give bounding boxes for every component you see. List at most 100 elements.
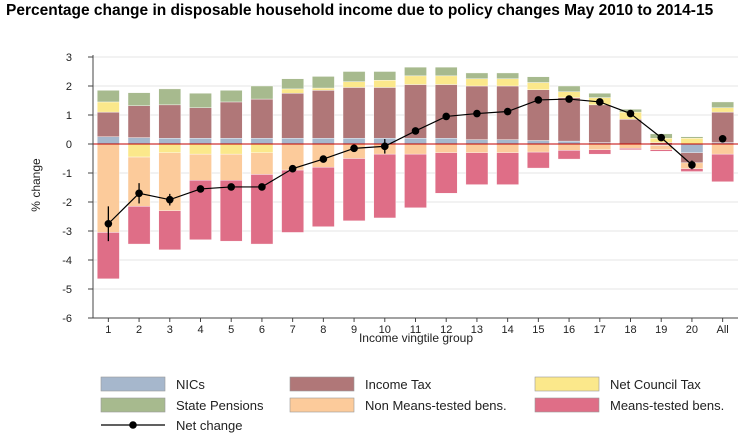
bar-segment-nics-11 [404,137,427,145]
bar-segment-net-council-tax-7 [281,88,304,94]
bar-segment-state-pensions-9 [342,71,366,82]
bar-segment-nics-5 [219,137,243,145]
bar-segment-means-tested-bens--All [711,153,734,182]
bar-segment-income-tax-8 [312,90,335,139]
bar-segment-state-pensions-5 [219,90,243,103]
x-tick-label: 17 [594,324,606,336]
y-axis: 3 2 1 0 -1 -2 -3 -4 -5 -6 [62,52,94,325]
bar-segment-state-pensions-12 [434,66,458,77]
bar-segment-non-means-tested-bens--14 [496,143,519,153]
legend-item-non-means-tested-bens-: Non Means-tested bens. [289,397,507,413]
bar-segment-means-tested-bens--2 [127,206,151,245]
bar-segment-means-tested-bens--9 [342,158,366,222]
x-tick-label: 18 [624,324,636,336]
net-change-point-3 [165,195,174,204]
legend-item-means-tested-bens-: Means-tested bens. [534,397,724,413]
net-change-point-7 [288,164,297,173]
net-change-point-11 [411,127,420,135]
bar-segment-state-pensions-3 [158,88,182,106]
bar-segment-nics-8 [312,137,335,145]
bar-segment-non-means-tested-bens--6 [250,152,274,175]
bar-segment-state-pensions-4 [189,93,212,108]
bar-segment-net-council-tax-11 [404,75,427,85]
bar-segment-state-pensions-All [711,101,734,108]
y-tick-label: -3 [62,226,72,238]
y-tick-label: 1 [66,110,72,122]
x-tick-label: 14 [502,324,514,336]
bar-segment-income-tax-16 [557,97,581,142]
bar-segment-income-tax-4 [189,107,212,139]
legend-label: Income Tax [365,377,432,392]
x-tick-label: 4 [197,324,203,336]
net-change-point-9 [350,144,358,153]
net-change-point-19 [657,133,666,142]
legend-label: NICs [176,377,205,392]
net-change-point-4 [196,185,205,193]
legend-label: Net change [176,418,243,433]
legend-item-income-tax: Income Tax [289,376,432,392]
bar-segment-nics-13 [465,139,489,145]
legend-item-nics: NICs [100,376,205,392]
bar-segment-income-tax-1 [97,111,120,137]
bar-segment-net-council-tax-2 [127,143,151,158]
bars [97,66,734,280]
x-tick-label: 2 [136,324,142,336]
bar-segment-means-tested-bens--17 [588,149,612,155]
bar-segment-nics-14 [496,139,519,145]
bar-segment-net-council-tax-9 [342,81,366,88]
bar-segment-means-tested-bens--18 [619,148,642,151]
bar-segment-nics-15 [527,140,550,145]
x-tick-label: 1 [105,324,111,336]
x-tick-label: 11 [410,324,421,336]
bar-segment-nics-7 [281,137,304,145]
bar-segment-income-tax-2 [127,105,151,138]
y-tick-label: -1 [62,168,72,180]
bar-segment-non-means-tested-bens--16 [557,143,581,151]
x-tick-label: 20 [686,324,698,336]
legend-swatch [100,376,166,392]
x-tick-label: 13 [471,324,483,336]
bar-segment-net-council-tax-12 [434,75,458,85]
legend-item-state-pensions: State Pensions [100,397,264,413]
net-change-point-14 [503,107,512,116]
x-tick-label: 15 [532,324,544,336]
bar-segment-state-pensions-14 [496,72,519,79]
x-tick-label: 9 [351,324,357,336]
net-change-point-13 [473,109,481,118]
legend-item-net-change: Net change [101,418,243,433]
bar-segment-non-means-tested-bens--19 [649,145,673,150]
legend-label: Non Means-tested bens. [365,398,507,413]
net-change-series-line [107,98,693,225]
net-change-point-1 [104,219,113,228]
bar-segment-means-tested-bens--6 [250,174,274,245]
net-change-point-17 [595,98,604,106]
bar-segment-means-tested-bens--10 [373,153,397,219]
bar-segment-income-tax-5 [219,101,243,139]
y-tick-label: 0 [66,139,72,151]
bar-segment-nics-9 [342,137,366,145]
legend-label: Means-tested bens. [610,398,724,413]
net-change-point-All [718,134,727,143]
bar-segment-means-tested-bens--12 [434,152,458,194]
bar-segment-net-council-tax-6 [250,143,274,153]
chart-title: Percentage change in disposable househol… [6,2,714,19]
net-change-point-5 [227,183,236,191]
x-tick-label: 19 [655,324,667,336]
net-change-line [104,95,727,242]
bar-segment-state-pensions-17 [588,93,612,98]
legend-swatch [289,376,355,392]
bar-segment-nics-6 [250,137,274,145]
bar-segment-nics-2 [127,137,151,145]
net-change-point-12 [442,112,451,121]
bar-segment-state-pensions-13 [465,72,489,79]
bar-segment-state-pensions-7 [281,78,304,90]
x-tick-label: 3 [167,324,173,336]
net-change-point-16 [565,95,573,103]
bar-segment-income-tax-18 [619,119,642,145]
net-change-point-6 [258,183,266,191]
bar-segment-nics-4 [189,137,212,145]
bar-segment-non-means-tested-bens--4 [189,153,212,181]
bar-segment-means-tested-bens--3 [158,210,182,251]
bar-segment-net-council-tax-14 [496,78,519,87]
